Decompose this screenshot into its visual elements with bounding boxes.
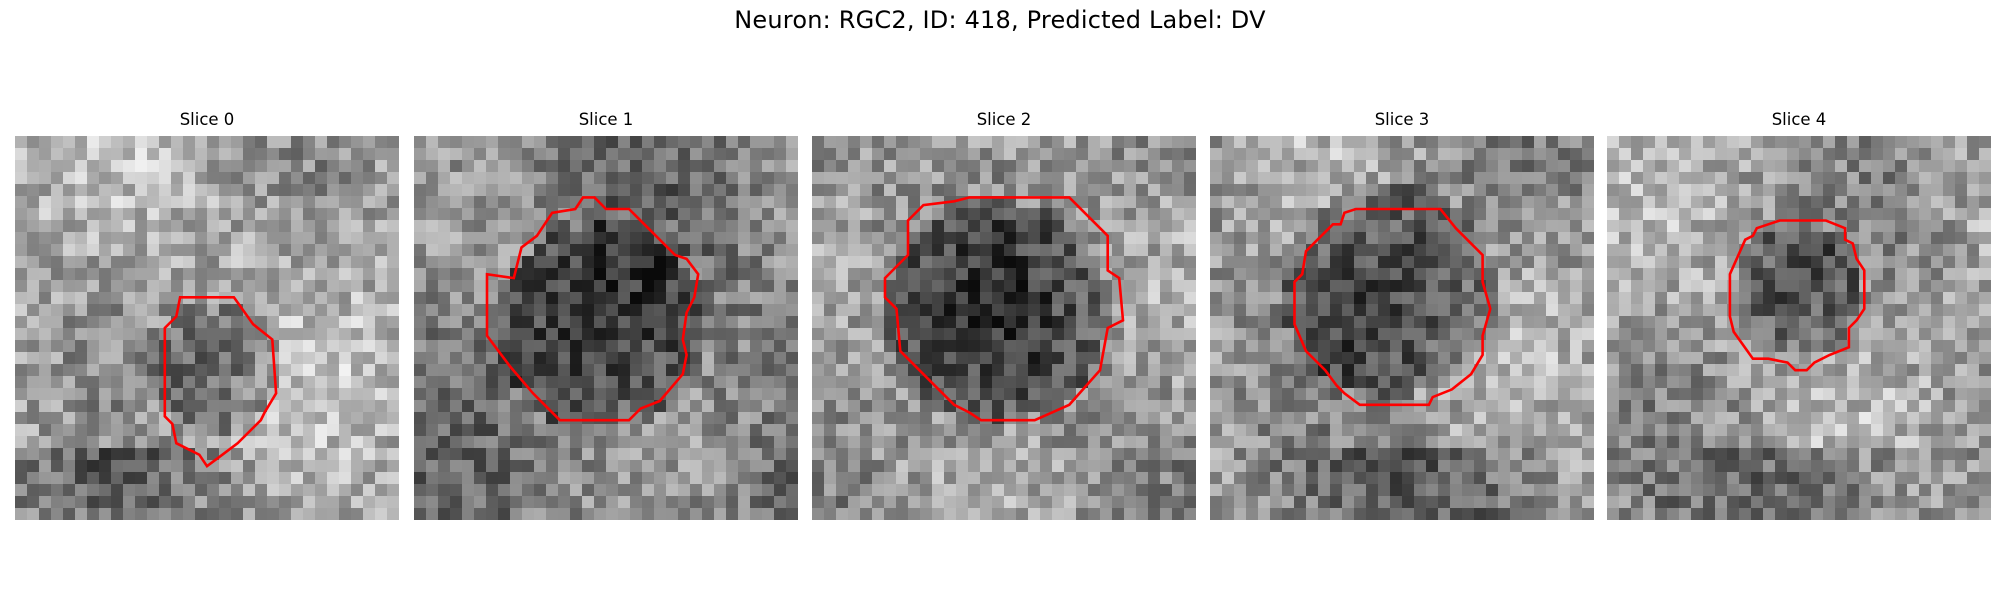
slice-panel-0: Slice 0	[15, 108, 399, 520]
slice-panel-1: Slice 1	[414, 108, 798, 520]
pixel-grid	[1607, 136, 1991, 520]
neuron-outline	[163, 296, 278, 469]
pixel-grid	[15, 136, 399, 520]
pixel-grid	[414, 136, 798, 520]
neuron-outline	[883, 196, 1125, 422]
slice-title: Slice 4	[1771, 110, 1827, 129]
slice-title: Slice 3	[1374, 110, 1430, 129]
slice-image-2	[812, 136, 1196, 520]
slice-panel-3: Slice 3	[1210, 108, 1594, 520]
slice-panel-4: Slice 4	[1607, 108, 1991, 520]
slice-title: Slice 0	[179, 110, 235, 129]
pixel-grid	[812, 136, 1196, 520]
figure-title: Neuron: RGC2, ID: 418, Predicted Label: …	[734, 6, 1266, 34]
slice-image-4	[1607, 136, 1991, 520]
slice-image-1	[414, 136, 798, 520]
neuron-outline	[485, 196, 700, 422]
slice-image-3	[1210, 136, 1594, 520]
neuron-outline	[1728, 219, 1866, 372]
neuron-outline	[1293, 207, 1492, 407]
slice-title: Slice 1	[578, 110, 634, 129]
slice-image-0	[15, 136, 399, 520]
slice-panel-2: Slice 2	[812, 108, 1196, 520]
pixel-grid	[1210, 136, 1594, 520]
slice-title: Slice 2	[976, 110, 1032, 129]
